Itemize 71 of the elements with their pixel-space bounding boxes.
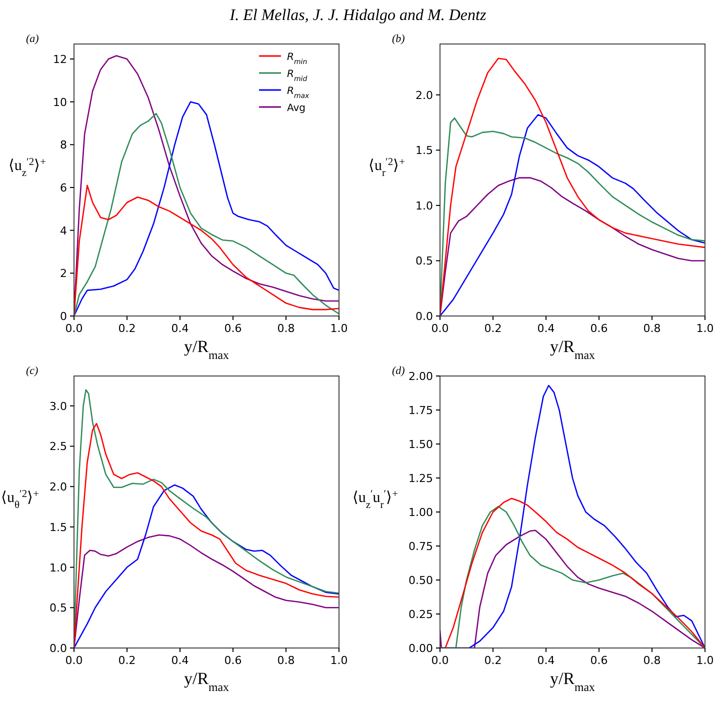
x-tick-label: 0.8 [643,654,661,667]
y-tick-label: 0.50 [408,574,433,587]
x-axis-title: y/R$_{max}$ [184,669,230,694]
line-series [74,484,339,648]
y-tick-label: 1.0 [416,199,433,212]
x-axis-title: y/R$_{max}$ [184,337,230,362]
x-tick-label: 1.0 [696,322,714,335]
y-tick-label: 0.75 [408,540,433,553]
x-tick-label: 0.6 [224,322,242,335]
x-tick-label: 1.0 [330,654,348,667]
y-tick-label: 1.5 [50,520,67,534]
x-tick-label: 0.2 [484,322,502,335]
y-tick-label: 2.0 [416,88,433,102]
x-axis-title: y/R$_{max}$ [550,669,596,694]
y-tick-label: 0.25 [408,608,433,621]
x-tick-label: 0.8 [643,322,661,335]
y-tick-label: 0.5 [416,254,433,268]
y-axis-title: ⟨u$_{z}$$^{′}$u$_{r}$$^{′}$⟩$^{+}$ [352,488,398,510]
y-tick-label: 2.0 [50,480,67,494]
legend-label: R$_{min}$ [287,52,308,66]
text: (a) [26,33,40,45]
y-tick-label: 4 [60,224,67,238]
x-tick-label: 0.4 [171,322,189,335]
y-tick-label: 1.5 [416,144,433,158]
x-tick-label: 0.0 [431,322,449,335]
x-tick-label: 1.0 [696,654,714,667]
x-tick-label: 0.2 [484,654,502,667]
chart-title: I. El Mellas, J. J. Hidalgo and M. Dentz [228,7,487,24]
x-tick-label: 1.0 [330,322,348,335]
text: (c) [26,365,39,377]
x-tick-label: 0.6 [590,322,608,335]
legend-label: Avg [287,103,306,114]
y-axis-title: ⟨u$_{r}$$^{′2}$⟩$^{+}$ [368,156,406,178]
legend-label: R$_{mid}$ [287,69,308,83]
y-tick-label: 0.00 [408,642,433,655]
y-tick-label: 1.25 [408,472,433,485]
x-tick-label: 0.2 [118,654,136,667]
x-tick-label: 0.2 [118,322,136,335]
y-tick-label: 1.0 [50,561,67,574]
x-tick-label: 0.4 [537,322,555,335]
y-tick-label: 0 [60,310,67,323]
y-tick-label: 6 [60,181,67,194]
x-tick-label: 0.4 [171,654,189,667]
x-tick-label: 0.8 [277,322,295,335]
y-tick-label: 8 [60,138,67,152]
y-axis-title: ⟨u$_{θ}$$^{′2}$⟩$^{+}$ [1,488,40,510]
y-tick-label: 1.50 [408,438,433,451]
legend-label: R$_{max}$ [287,86,310,100]
y-tick-label: 3.0 [50,400,67,413]
text: (b) [392,33,406,45]
x-tick-label: 0.8 [277,654,295,667]
line-series [74,184,339,316]
x-tick-label: 0.4 [537,654,555,667]
x-tick-label: 0.6 [224,654,242,667]
x-axis-title: y/R$_{max}$ [550,337,596,362]
y-tick-label: 0.0 [416,310,433,323]
text: (d) [392,365,406,377]
line-series [440,530,705,648]
y-tick-label: 2.00 [408,370,433,383]
x-tick-label: 0.0 [431,654,449,667]
y-tick-label: 1.00 [408,506,433,519]
y-axis-title: ⟨u$_{z}$$^{′2}$⟩$^{+}$ [8,156,46,178]
y-tick-label: 0.0 [50,642,67,655]
line-series [440,58,705,316]
y-tick-label: 2 [60,267,67,280]
y-tick-label: 10 [53,96,67,109]
y-tick-label: 12 [53,52,67,66]
y-tick-label: 1.75 [408,404,433,417]
x-tick-label: 0.6 [590,654,608,667]
y-tick-label: 0.5 [50,602,67,615]
y-tick-label: 2.5 [50,440,67,454]
